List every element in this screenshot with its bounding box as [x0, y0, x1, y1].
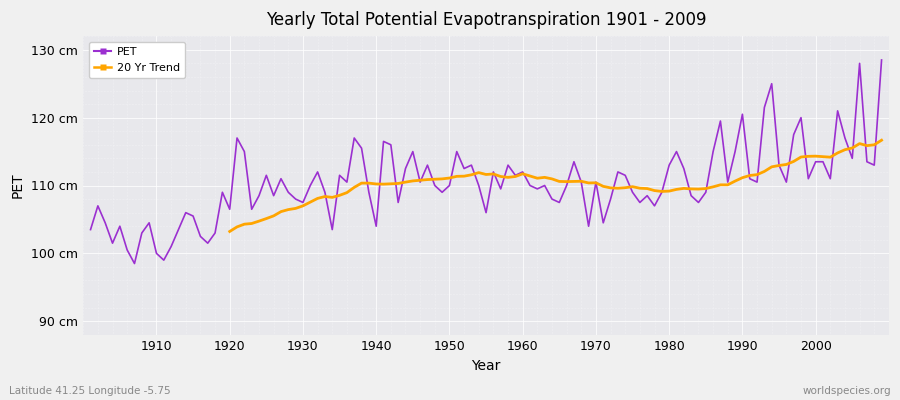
Legend: PET, 20 Yr Trend: PET, 20 Yr Trend	[89, 42, 185, 78]
Text: Latitude 41.25 Longitude -5.75: Latitude 41.25 Longitude -5.75	[9, 386, 171, 396]
Y-axis label: PET: PET	[11, 173, 25, 198]
X-axis label: Year: Year	[472, 359, 500, 373]
Title: Yearly Total Potential Evapotranspiration 1901 - 2009: Yearly Total Potential Evapotranspiratio…	[266, 11, 706, 29]
Text: worldspecies.org: worldspecies.org	[803, 386, 891, 396]
